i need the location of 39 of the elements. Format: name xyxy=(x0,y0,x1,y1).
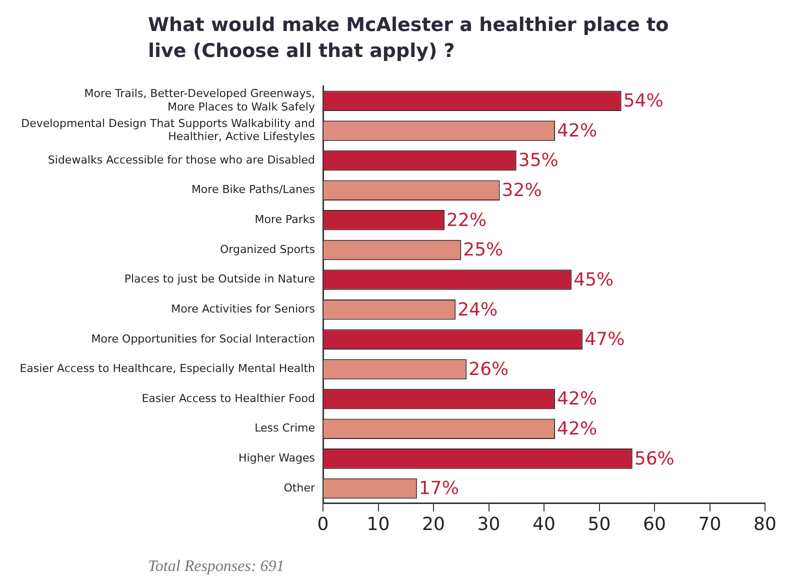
text: Total Responses: 691 xyxy=(148,558,284,576)
y-tick-label: More Parks xyxy=(254,213,316,226)
data-label: 42% xyxy=(557,418,598,440)
y-tick-label: More Trails, Better-Developed Greenways, More Places to Walk Safely xyxy=(84,87,316,114)
data-label: 42% xyxy=(557,388,598,410)
y-tick-label: Other xyxy=(284,481,316,494)
x-tick-label: 0 xyxy=(317,514,329,535)
y-tick-label: More Bike Paths/Lanes xyxy=(191,183,316,196)
x-tick-label: 30 xyxy=(477,514,500,535)
x-tick-label: 70 xyxy=(698,514,722,535)
x-tick-label: 10 xyxy=(366,514,390,535)
chart-title: What would make McAlester a healthier place to live (Choose all that apply) ? xyxy=(148,13,670,64)
data-label: 54% xyxy=(623,90,664,112)
x-tick-label: 80 xyxy=(754,514,776,535)
data-label: 24% xyxy=(458,299,498,320)
y-tick-label: Easier Access to Healthcare, Especially Mental Health xyxy=(20,362,316,376)
data-label: 32% xyxy=(502,180,542,202)
x-tick-label: 60 xyxy=(643,514,666,535)
y-tick-label: More Activities for Seniors xyxy=(171,302,316,316)
x-tick-label: 50 xyxy=(588,514,611,535)
y-tick-label: More Opportunities for Social Interaction xyxy=(91,332,316,346)
data-label: 35% xyxy=(518,150,558,172)
y-tick-label: Sidewalks Accessible for those who are Disabled xyxy=(48,153,315,166)
y-tick-label: Easier Access to Healthier Food xyxy=(142,392,315,405)
data-label: 56% xyxy=(634,448,674,470)
y-tick-label: Developmental Design That Supports Walkability and Healthier, Active Lifestyles xyxy=(21,116,316,144)
data-label: 26% xyxy=(468,358,509,380)
x-tick-label: 40 xyxy=(532,514,556,535)
x-tick-label: 20 xyxy=(422,514,445,535)
y-tick-label: Higher Wages xyxy=(238,452,316,465)
y-tick-label: Less Crime xyxy=(254,422,316,435)
data-label: 22% xyxy=(446,210,487,231)
data-label: 47% xyxy=(584,329,625,350)
data-label: 25% xyxy=(463,240,504,261)
y-tick-label: Organized Sports xyxy=(220,242,316,256)
data-label: 17% xyxy=(418,478,459,500)
data-label: 42% xyxy=(557,120,598,142)
y-tick-label: Places to just be Outside in Nature xyxy=(124,272,316,286)
data-label: 45% xyxy=(574,269,614,290)
